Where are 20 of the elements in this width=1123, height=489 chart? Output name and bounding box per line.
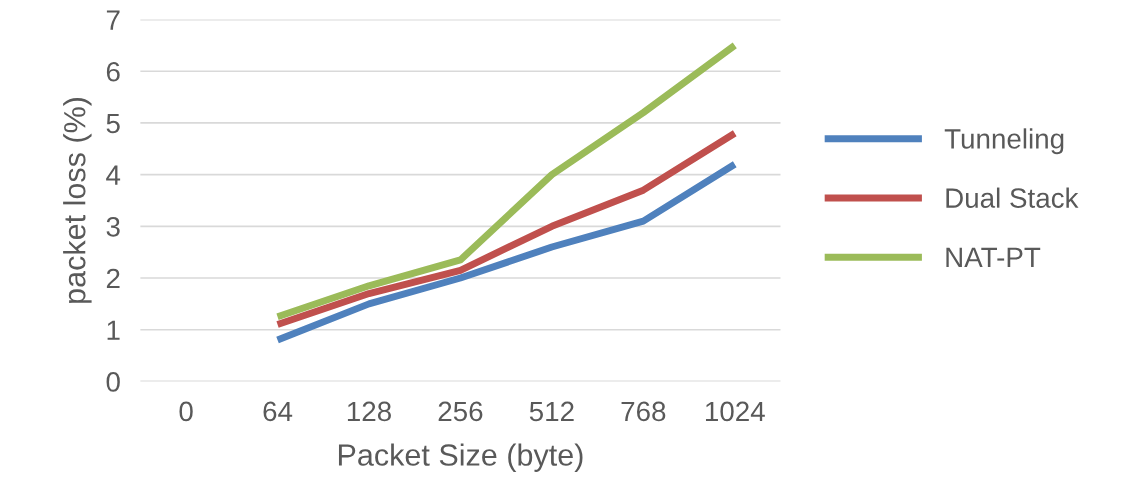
x-tick-label: 768 <box>621 401 666 422</box>
y-tick-label: 0 <box>106 372 120 392</box>
x-tick-label: 1024 <box>705 401 765 422</box>
y-tick-label: 5 <box>106 113 120 134</box>
x-axis-title: Packet Size (byte) <box>338 443 583 472</box>
y-tick-label: 1 <box>107 320 120 340</box>
y-tick-label: 4 <box>106 165 121 185</box>
y-axis-title: packet loss (%) <box>63 97 92 303</box>
y-tick-label: 7 <box>106 10 120 30</box>
legend-label: Tunneling <box>944 128 1064 155</box>
y-tick-label: 6 <box>106 61 120 82</box>
legend-label: Dual Stack <box>946 187 1079 208</box>
x-tick-label: 64 <box>263 401 293 422</box>
x-tick-label: 256 <box>438 401 483 422</box>
legend-label: NAT-PT <box>946 247 1041 267</box>
x-tick-label: 512 <box>529 401 574 422</box>
x-tick-label: 0 <box>179 401 193 422</box>
y-tick-label: 3 <box>106 217 120 237</box>
x-tick-label: 128 <box>347 401 391 422</box>
y-tick-label: 2 <box>106 268 120 289</box>
